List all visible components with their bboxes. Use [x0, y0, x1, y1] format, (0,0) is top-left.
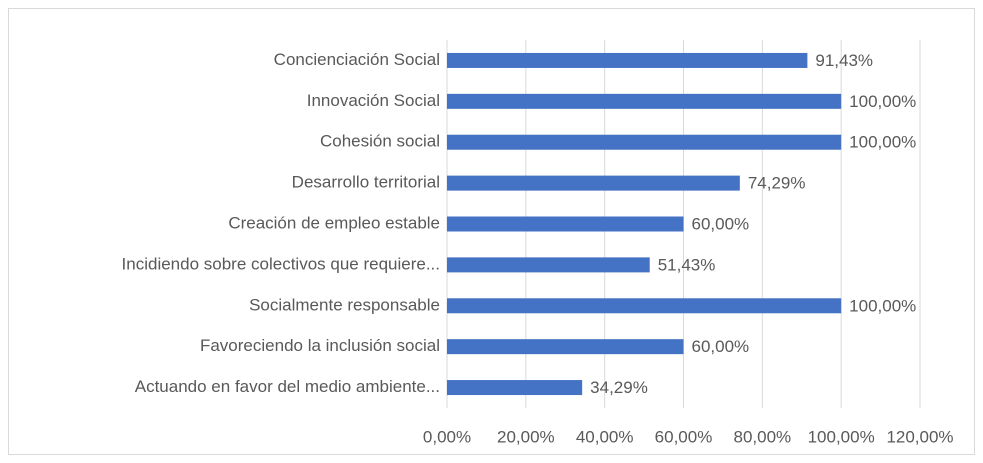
- x-tick-label: 120,00%: [886, 427, 953, 446]
- data-label: 100,00%: [849, 133, 916, 152]
- y-tick-label: Actuando en favor del medio ambiente...: [135, 377, 440, 396]
- y-tick-label: Socialmente responsable: [249, 295, 440, 314]
- data-label: 91,43%: [815, 51, 873, 70]
- bar: [447, 93, 842, 109]
- x-tick-label: 20,00%: [497, 427, 555, 446]
- data-label: 60,00%: [692, 214, 750, 233]
- x-tick-label: 0,00%: [423, 427, 471, 446]
- bar: [447, 52, 808, 68]
- y-tick-label: Creación de empleo estable: [228, 213, 440, 232]
- data-label: 51,43%: [658, 255, 716, 274]
- bar: [447, 380, 583, 396]
- x-tick-label: 40,00%: [576, 427, 634, 446]
- bar: [447, 134, 842, 150]
- bar: [447, 339, 684, 355]
- data-label: 100,00%: [849, 92, 916, 111]
- bar: [447, 298, 842, 314]
- y-tick-label: Cohesión social: [320, 132, 440, 151]
- y-tick-label: Concienciación Social: [274, 50, 440, 69]
- x-tick-label: 60,00%: [655, 427, 713, 446]
- y-tick-label: Incidiendo sobre colectivos que requiere…: [122, 254, 440, 273]
- data-label: 74,29%: [748, 174, 806, 193]
- bar: [447, 216, 684, 232]
- data-label: 100,00%: [849, 296, 916, 315]
- data-label: 60,00%: [692, 337, 750, 356]
- y-tick-label: Desarrollo territorial: [292, 173, 440, 192]
- bar: [447, 257, 650, 273]
- bar: [447, 175, 740, 191]
- y-tick-label: Favoreciendo la inclusión social: [200, 336, 440, 355]
- x-tick-label: 80,00%: [733, 427, 791, 446]
- y-tick-label: Innovación Social: [307, 91, 440, 110]
- x-tick-label: 100,00%: [808, 427, 875, 446]
- data-label: 34,29%: [590, 378, 648, 397]
